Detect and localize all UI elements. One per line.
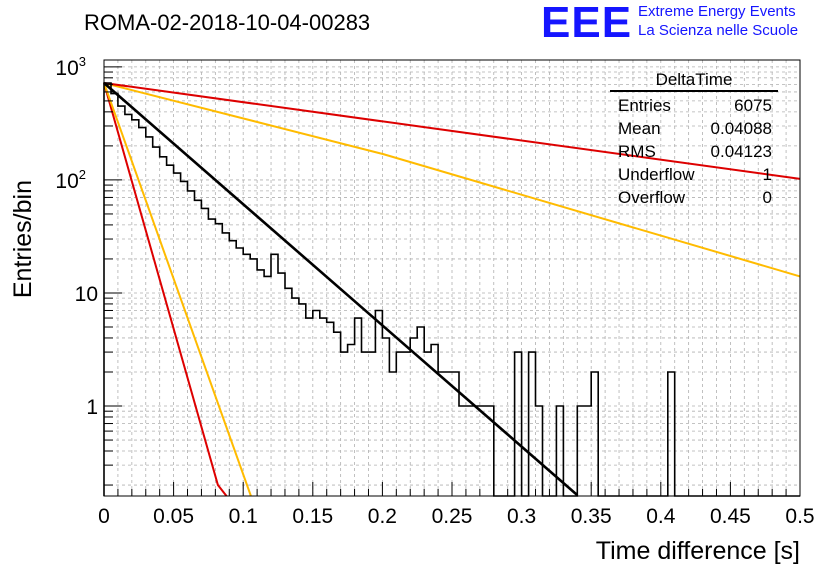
x-tick-label: 0.3: [507, 505, 536, 528]
y-axis-title: Entries/bin: [9, 180, 37, 298]
stats-row-underflow: Underflow 1: [610, 163, 778, 186]
curve-fit: [103, 82, 579, 497]
stats-value: 0: [762, 188, 772, 207]
stats-value: 1: [762, 165, 772, 184]
y-tick-exponent: 2: [79, 167, 86, 182]
stats-label: RMS: [618, 142, 656, 161]
stats-row-rms: RMS 0.04123: [610, 140, 778, 163]
y-tick-exponent: 3: [79, 54, 86, 69]
stats-value: 6075: [734, 96, 772, 115]
stats-title: DeltaTime: [610, 70, 778, 92]
x-tick-label: 0.05: [153, 505, 194, 528]
stats-label: Overflow: [618, 188, 686, 207]
stats-row-overflow: Overflow 0: [610, 186, 778, 209]
logo-tagline-1: Extreme Energy Events: [638, 3, 796, 20]
y-tick-label: 1: [86, 396, 98, 419]
curve-red-steep: [103, 82, 228, 497]
y-tick-label: 10: [75, 283, 98, 306]
axis-ticks: [103, 66, 801, 496]
curve-red-slow: [103, 82, 801, 180]
stats-box: DeltaTime Entries 6075 Mean 0.04088 RMS …: [610, 70, 778, 209]
x-tick-label: 0.45: [710, 505, 751, 528]
stats-row-mean: Mean 0.04088: [610, 117, 778, 140]
eee-logo: EEE: [541, 0, 633, 47]
logo-tagline-2: La Scienza nelle Scuole: [638, 22, 799, 39]
x-tick-labels: 0 0.05 0.1 0.15 0.2 0.25 0.3 0.35 0.4 0.45 0.5: [98, 505, 814, 528]
curves: [103, 82, 801, 497]
grid: [104, 60, 800, 496]
stats-row-entries: Entries 6075: [610, 94, 778, 117]
stats-label: Underflow: [618, 165, 695, 184]
x-tick-label: 0.2: [368, 505, 397, 528]
x-tick-label: 0.4: [646, 505, 676, 528]
x-tick-label: 0.15: [292, 505, 333, 528]
x-tick-label: 0.25: [432, 505, 473, 528]
curve-orange-steep: [103, 82, 252, 497]
curve-orange-slow: [103, 82, 801, 278]
y-tick-label: 102: [55, 167, 86, 193]
stats-value: 0.04123: [710, 142, 772, 161]
stats-label: Mean: [618, 119, 661, 138]
stats-value: 0.04088: [710, 119, 772, 138]
stats-label: Entries: [618, 96, 671, 115]
run-title: ROMA-02-2018-10-04-00283: [84, 10, 371, 35]
x-tick-label: 0.35: [571, 505, 612, 528]
x-tick-label: 0.5: [785, 505, 814, 528]
y-tick-label: 103: [55, 54, 86, 80]
x-tick-label: 0.1: [229, 505, 258, 528]
x-tick-label: 0: [98, 505, 110, 528]
x-axis-title: Time difference [s]: [596, 537, 800, 565]
y-tick-labels: 1 10 102 103: [55, 54, 98, 419]
